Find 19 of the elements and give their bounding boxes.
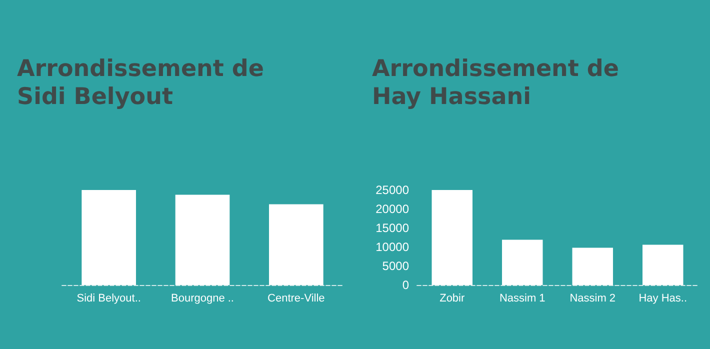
bar (572, 248, 613, 285)
x-tick-label: Centre-Ville (268, 292, 325, 304)
x-tick-label: Nassim 2 (570, 292, 616, 304)
x-tick-label: Zobir (440, 292, 465, 304)
chart-title: Arrondissement de Sidi Belyout (17, 56, 264, 110)
y-tick-label: 5000 (382, 259, 410, 273)
bar (432, 190, 472, 285)
x-tick-label: Nassim 1 (499, 292, 546, 304)
x-tick-label: Bourgogne .. (171, 292, 234, 304)
y-tick-label: 0 (402, 278, 410, 292)
x-tick-label: Hay Has.. (638, 292, 688, 304)
bar (502, 240, 543, 285)
y-tick-label: 20000 (376, 202, 410, 216)
y-tick-label: 25000 (376, 183, 410, 197)
y-tick-label: 10000 (376, 240, 410, 254)
x-tick-label: Sidi Belyout.. (76, 292, 141, 304)
bar (642, 244, 684, 285)
y-tick-label: 15000 (376, 221, 410, 235)
chart-title: Arrondissement de Hay Hassani (372, 56, 619, 110)
